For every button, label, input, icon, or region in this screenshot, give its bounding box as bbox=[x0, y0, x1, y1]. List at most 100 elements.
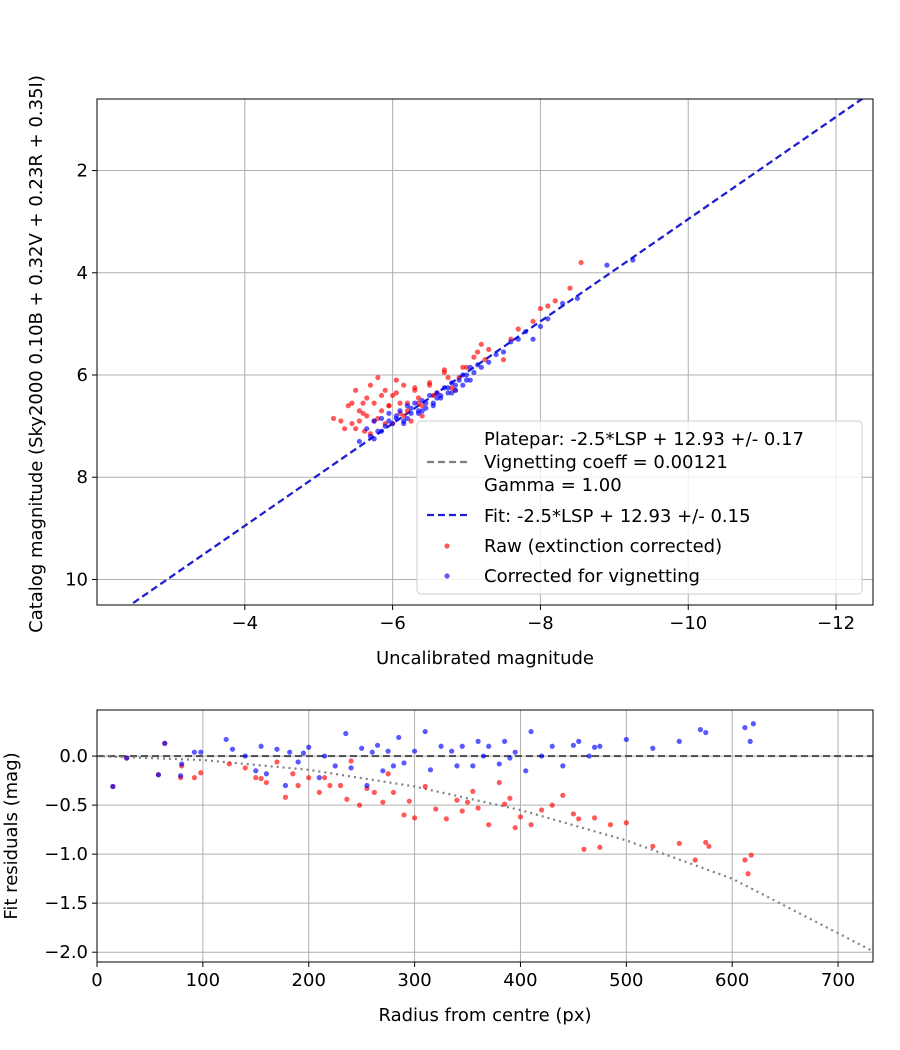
bottom-raw-point bbox=[597, 844, 603, 850]
bottom-raw-point bbox=[385, 771, 391, 777]
bottom-grid bbox=[96, 710, 873, 962]
bottom-corrected-point bbox=[703, 729, 709, 736]
bottom-raw-point bbox=[607, 822, 614, 828]
bottom-raw-point bbox=[692, 857, 698, 863]
top-raw-point bbox=[349, 400, 355, 406]
bottom-corrected-point bbox=[364, 782, 370, 789]
top-raw-point bbox=[463, 364, 470, 370]
top-raw-point bbox=[415, 400, 422, 406]
top-corrected-point bbox=[460, 382, 466, 388]
bottom-corrected-point bbox=[295, 759, 301, 765]
bottom-corrected-point bbox=[390, 763, 397, 769]
top-corrected-point bbox=[382, 423, 388, 429]
top-corrected-point bbox=[456, 377, 462, 383]
bottom-raw-point bbox=[258, 776, 264, 782]
top-corrected-point bbox=[460, 372, 466, 378]
bottom-raw-point bbox=[486, 822, 492, 828]
bottom-raw-point bbox=[528, 822, 534, 828]
top-raw-point bbox=[378, 408, 385, 414]
bottom-corrected-point bbox=[576, 738, 582, 744]
top-raw-point bbox=[345, 403, 351, 409]
bottom-corrected-point bbox=[422, 728, 428, 735]
top-corrected-point bbox=[408, 405, 414, 411]
top-corrected-point bbox=[438, 392, 444, 399]
bottom-raw-point bbox=[263, 779, 269, 786]
bottom-raw-point bbox=[322, 775, 328, 781]
top-corrected-point bbox=[515, 336, 521, 342]
bottom-raw-point bbox=[282, 794, 289, 800]
top-corrected-point bbox=[630, 257, 636, 263]
top-y-tick-label: 4 bbox=[77, 263, 88, 284]
bottom-y-tick-label: 0.0 bbox=[59, 746, 88, 767]
top-raw-point bbox=[356, 418, 362, 424]
top-raw-point bbox=[441, 367, 447, 373]
top-corrected-point bbox=[449, 390, 455, 396]
bottom-corrected-point bbox=[676, 738, 682, 744]
top-raw-point bbox=[360, 410, 366, 416]
bottom-corrected-point bbox=[359, 745, 365, 751]
bottom-raw-point bbox=[581, 846, 587, 852]
bottom-raw-point bbox=[560, 792, 566, 798]
top-raw-point bbox=[419, 403, 425, 409]
top-corrected-point bbox=[508, 339, 514, 345]
bottom-y-ticks: 0.0 −0.5 −1.0 −1.5 −2.0 bbox=[44, 746, 97, 963]
bottom-corrected-point bbox=[178, 773, 184, 779]
bottom-corrected-point bbox=[512, 749, 518, 755]
top-raw-point bbox=[356, 408, 362, 414]
top-raw-point bbox=[360, 400, 366, 406]
top-corrected-point bbox=[356, 438, 362, 445]
bottom-raw-point bbox=[650, 843, 656, 849]
bottom-corrected-point bbox=[475, 738, 481, 744]
top-corrected-point bbox=[386, 418, 392, 424]
bottom-corrected-point bbox=[348, 765, 354, 771]
bottom-raw-point bbox=[253, 775, 259, 781]
bottom-corrected-point bbox=[124, 755, 130, 761]
top-corrected-point bbox=[604, 262, 610, 268]
top-raw-point bbox=[460, 364, 466, 370]
top-corrected-point bbox=[463, 377, 470, 383]
bottom-corrected-point bbox=[287, 749, 293, 755]
top-corrected-point bbox=[419, 397, 425, 404]
top-corrected-point bbox=[441, 385, 447, 391]
bottom-line-vignetting-model bbox=[97, 754, 873, 953]
top-x-tick-label: −12 bbox=[817, 613, 855, 634]
top-corrected-point bbox=[560, 300, 566, 307]
top-corrected-point bbox=[393, 415, 399, 422]
top-raw-point bbox=[426, 382, 433, 388]
top-raw-point bbox=[367, 382, 374, 388]
bottom-corrected-point bbox=[570, 742, 576, 748]
top-corrected-point bbox=[371, 436, 377, 442]
bottom-raw-point bbox=[591, 815, 598, 821]
bottom-raw-point bbox=[191, 775, 197, 781]
bottom-x-tick-label: 100 bbox=[186, 970, 220, 991]
bottom-raw-point bbox=[623, 820, 629, 826]
top-corrected-point bbox=[375, 428, 381, 434]
bottom-corrected-point bbox=[528, 728, 534, 735]
top-raw-point bbox=[445, 374, 451, 381]
bottom-corrected-point bbox=[591, 744, 598, 750]
bottom-raw-point bbox=[470, 788, 476, 794]
bottom-raw-point bbox=[703, 839, 709, 845]
bottom-corrected-point bbox=[369, 749, 375, 755]
top-plot-frame bbox=[96, 98, 874, 606]
top-corrected-point bbox=[412, 400, 418, 406]
top-raw-point bbox=[378, 392, 385, 399]
bottom-raw-point bbox=[576, 816, 582, 822]
top-y-tick-label: 2 bbox=[77, 161, 88, 182]
bottom-corrected-point bbox=[459, 743, 465, 749]
bottom-corrected-point bbox=[396, 734, 402, 741]
top-corrected-point bbox=[467, 377, 473, 383]
top-raw-point bbox=[375, 415, 381, 422]
bottom-corrected-point bbox=[549, 743, 555, 749]
bottom-corrected-point bbox=[374, 742, 381, 748]
top-corrected-point bbox=[390, 420, 396, 427]
top-raw-point bbox=[364, 413, 370, 419]
top-raw-point bbox=[552, 298, 558, 304]
bottom-raw-point bbox=[348, 758, 354, 764]
top-raw-point bbox=[393, 377, 399, 383]
bottom-corrected-point bbox=[343, 730, 349, 737]
bottom-corrected-point bbox=[750, 721, 756, 727]
bottom-corrected-point bbox=[427, 767, 434, 773]
top-raw-point bbox=[353, 387, 359, 393]
